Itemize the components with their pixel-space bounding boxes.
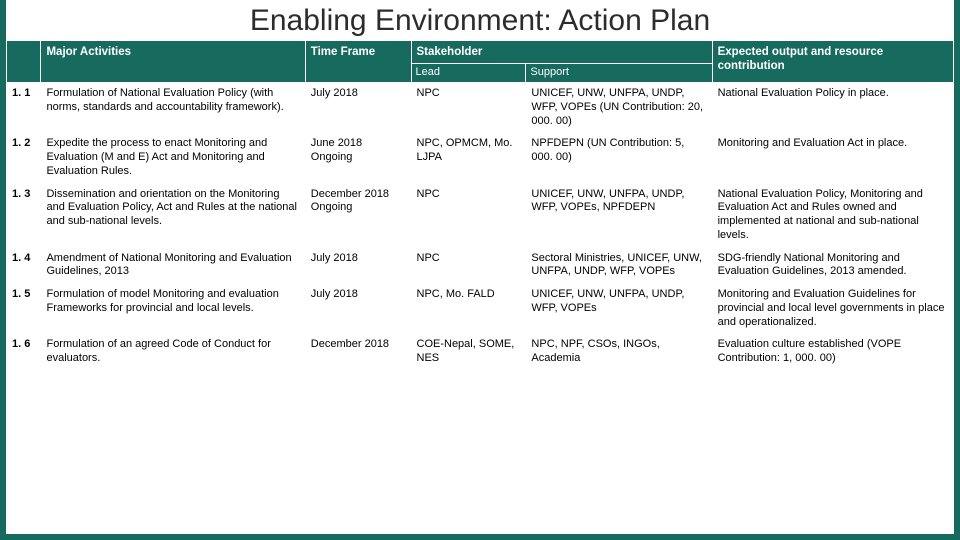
cell-time: December 2018 Ongoing	[305, 183, 411, 247]
col-header-lead: Lead	[411, 64, 526, 83]
cell-time: July 2018	[305, 284, 411, 334]
table-row: 1. 3 Dissemination and orientation on th…	[7, 183, 954, 247]
cell-support: NPC, NPF, CSOs, INGOs, Academia	[526, 334, 712, 371]
cell-support: Sectoral Ministries, UNICEF, UNW, UNFPA,…	[526, 247, 712, 284]
action-plan-table: Major Activities Time Frame Stakeholder …	[6, 40, 954, 371]
cell-time: December 2018	[305, 334, 411, 371]
cell-support: UNICEF, UNW, UNFPA, UNDP, WFP, VOPEs	[526, 284, 712, 334]
table-row: 1. 2 Expedite the process to enact Monit…	[7, 133, 954, 183]
cell-index: 1. 6	[7, 334, 41, 371]
cell-output: National Evaluation Policy in place.	[712, 83, 953, 133]
cell-activity: Amendment of National Monitoring and Eva…	[41, 247, 305, 284]
cell-output: Monitoring and Evaluation Act in place.	[712, 133, 953, 183]
col-header-time: Time Frame	[305, 41, 411, 83]
cell-support: UNICEF, UNW, UNFPA, UNDP, WFP, VOPEs, NP…	[526, 183, 712, 247]
slide-content: Enabling Environment: Action Plan Major …	[6, 0, 954, 534]
cell-activity: Formulation of model Monitoring and eval…	[41, 284, 305, 334]
cell-lead: NPC, Mo. FALD	[411, 284, 526, 334]
col-header-output: Expected output and resource contributio…	[712, 41, 953, 83]
cell-activity: Formulation of an agreed Code of Conduct…	[41, 334, 305, 371]
col-header-stakeholder: Stakeholder	[411, 41, 712, 64]
cell-lead: NPC, OPMCM, Mo. LJPA	[411, 133, 526, 183]
cell-support: NPFDEPN (UN Contribution: 5, 000. 00)	[526, 133, 712, 183]
cell-time: July 2018	[305, 247, 411, 284]
cell-index: 1. 5	[7, 284, 41, 334]
table-row: 1. 6 Formulation of an agreed Code of Co…	[7, 334, 954, 371]
table-header: Major Activities Time Frame Stakeholder …	[7, 41, 954, 83]
col-header-activities: Major Activities	[41, 41, 305, 83]
cell-index: 1. 3	[7, 183, 41, 247]
cell-activity: Formulation of National Evaluation Polic…	[41, 83, 305, 133]
cell-index: 1. 2	[7, 133, 41, 183]
table-row: 1. 5 Formulation of model Monitoring and…	[7, 284, 954, 334]
cell-output: Monitoring and Evaluation Guidelines for…	[712, 284, 953, 334]
col-header-index	[7, 41, 41, 83]
cell-index: 1. 4	[7, 247, 41, 284]
cell-activity: Dissemination and orientation on the Mon…	[41, 183, 305, 247]
cell-lead: COE-Nepal, SOME, NES	[411, 334, 526, 371]
table-body: 1. 1 Formulation of National Evaluation …	[7, 83, 954, 371]
cell-output: National Evaluation Policy, Monitoring a…	[712, 183, 953, 247]
cell-lead: NPC	[411, 83, 526, 133]
cell-time: July 2018	[305, 83, 411, 133]
table-row: 1. 1 Formulation of National Evaluation …	[7, 83, 954, 133]
cell-lead: NPC	[411, 183, 526, 247]
cell-support: UNICEF, UNW, UNFPA, UNDP, WFP, VOPEs (UN…	[526, 83, 712, 133]
cell-lead: NPC	[411, 247, 526, 284]
cell-output: Evaluation culture established (VOPE Con…	[712, 334, 953, 371]
slide-background: Enabling Environment: Action Plan Major …	[0, 0, 960, 540]
col-header-support: Support	[526, 64, 712, 83]
page-title: Enabling Environment: Action Plan	[6, 0, 954, 40]
table-row: 1. 4 Amendment of National Monitoring an…	[7, 247, 954, 284]
cell-output: SDG-friendly National Monitoring and Eva…	[712, 247, 953, 284]
cell-activity: Expedite the process to enact Monitoring…	[41, 133, 305, 183]
cell-index: 1. 1	[7, 83, 41, 133]
cell-time: June 2018 Ongoing	[305, 133, 411, 183]
